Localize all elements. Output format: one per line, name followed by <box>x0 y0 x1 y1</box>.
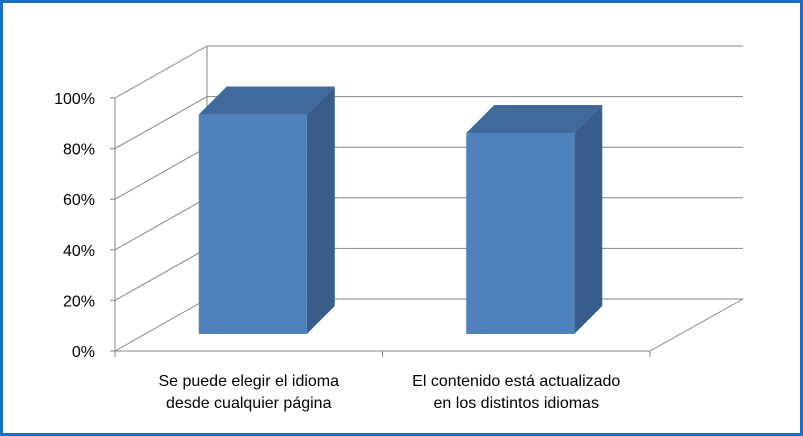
x-category-label-line: en los distintos idiomas <box>434 395 599 412</box>
labels: 0% 20% 40% 60% 80% 100% Se puede elegir el idi… <box>54 91 620 412</box>
bar-top <box>198 86 335 115</box>
y-tick-label: 100% <box>54 91 95 108</box>
gridline-side <box>114 96 208 150</box>
gridline-side <box>114 146 208 200</box>
gridline-side <box>114 247 208 301</box>
bar <box>466 105 603 334</box>
y-tick-label: 20% <box>63 293 95 310</box>
bar-front <box>466 133 575 334</box>
bar-side <box>574 105 603 334</box>
gridline-side <box>114 298 208 352</box>
x-category-label: Se puede elegir el idioma desde cualquier… <box>158 373 339 412</box>
bar-front <box>198 114 307 334</box>
gridline-side <box>114 45 208 99</box>
y-tick-label: 60% <box>63 192 95 209</box>
bar-side <box>306 86 335 334</box>
y-tick-label: 40% <box>63 243 95 260</box>
x-category-label-line: desde cualquier página <box>166 395 332 412</box>
x-category-label-line: Se puede elegir el idioma <box>158 373 339 390</box>
y-tick-label: 0% <box>72 344 95 361</box>
bar <box>198 86 335 334</box>
bar-chart: 0% 20% 40% 60% 80% 100% Se puede elegir el idi… <box>54 45 744 412</box>
x-category-label: El contenido está actualizado en los dist… <box>412 373 620 412</box>
bar-top <box>466 105 603 134</box>
gridline-side <box>114 197 208 251</box>
x-category-label-line: El contenido está actualizado <box>412 373 620 390</box>
y-tick-label: 80% <box>63 142 95 159</box>
axes <box>110 97 651 357</box>
bars <box>198 86 603 334</box>
